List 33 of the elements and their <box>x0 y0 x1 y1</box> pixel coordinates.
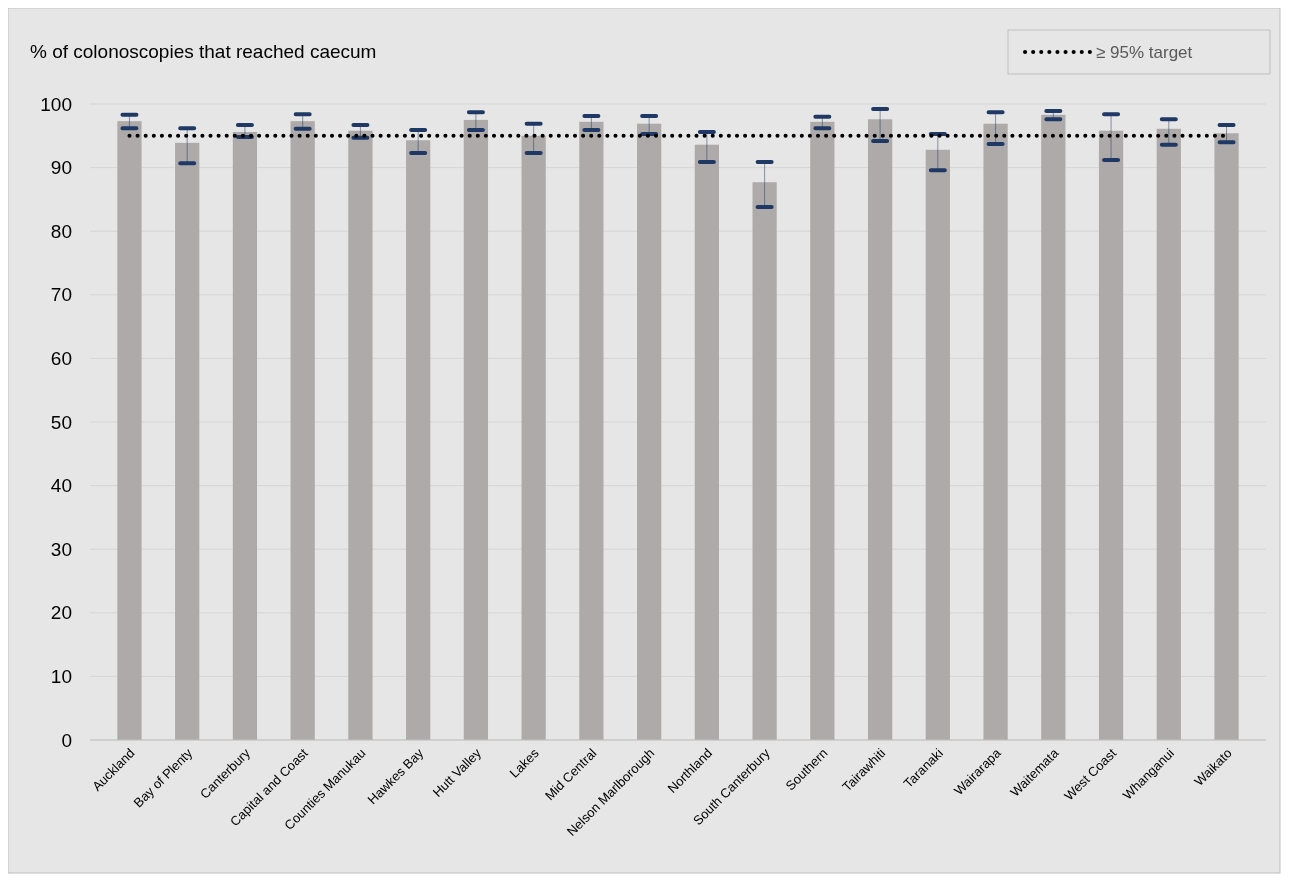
y-tick-label: 50 <box>50 411 72 433</box>
bar <box>521 135 546 740</box>
y-tick-label: 100 <box>40 93 72 115</box>
bar <box>117 121 142 740</box>
bar <box>983 123 1008 740</box>
legend-label: ≥ 95% target <box>1096 42 1193 62</box>
chart-title: % of colonoscopies that reached caecum <box>30 41 377 62</box>
y-tick-label: 30 <box>50 538 72 560</box>
bar <box>925 149 950 740</box>
bar <box>1214 133 1239 740</box>
y-tick-label: 20 <box>50 602 72 624</box>
y-tick-label: 10 <box>50 666 72 688</box>
y-tick-label: 40 <box>50 475 72 497</box>
bar <box>1098 130 1124 740</box>
y-tick-label: 90 <box>50 157 72 179</box>
bar <box>348 130 373 740</box>
bar <box>810 121 835 740</box>
y-tick-label: 70 <box>50 284 72 306</box>
y-tick-label: 0 <box>61 729 72 751</box>
bar <box>579 121 604 740</box>
bar <box>463 119 489 740</box>
bar <box>1156 128 1181 740</box>
bar <box>175 142 200 740</box>
bar <box>694 144 719 740</box>
bar <box>232 131 258 740</box>
y-tick-label: 80 <box>50 220 72 242</box>
bar <box>752 182 777 740</box>
bar <box>406 140 431 740</box>
y-tick-label: 60 <box>50 348 72 370</box>
bar <box>290 121 315 740</box>
bar <box>1041 114 1066 740</box>
bar <box>867 119 893 740</box>
bar <box>637 123 662 740</box>
